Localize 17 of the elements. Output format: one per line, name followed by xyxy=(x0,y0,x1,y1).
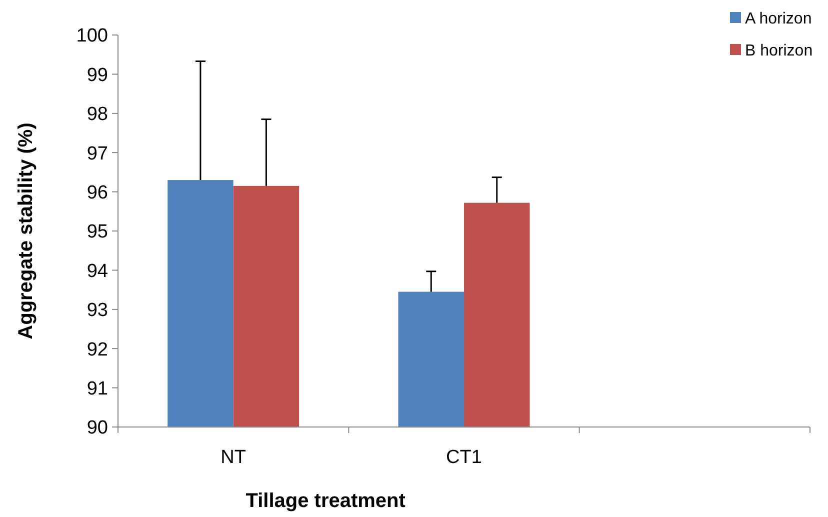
y-tick-label: 97 xyxy=(86,143,108,164)
y-tick-label: 96 xyxy=(86,182,108,204)
y-axis-title: Aggregate stability (%) xyxy=(15,122,37,340)
x-axis-title: Tillage treatment xyxy=(246,490,406,512)
y-tick-label: 92 xyxy=(86,339,108,360)
legend-label: A horizon xyxy=(745,10,812,28)
y-tick-label: 94 xyxy=(86,260,108,282)
x-tick-label: CT1 xyxy=(446,447,482,468)
y-tick-label: 93 xyxy=(86,300,108,322)
y-tick-label: 98 xyxy=(86,104,108,126)
y-tick-label: 100 xyxy=(76,26,108,47)
x-tick-label: NT xyxy=(220,447,246,468)
y-tick-label: 95 xyxy=(86,222,108,243)
y-tick-label: 90 xyxy=(86,418,108,439)
y-tick-label: 99 xyxy=(86,64,108,86)
legend-label: B horizon xyxy=(745,42,813,60)
y-tick-label: 91 xyxy=(86,378,108,400)
